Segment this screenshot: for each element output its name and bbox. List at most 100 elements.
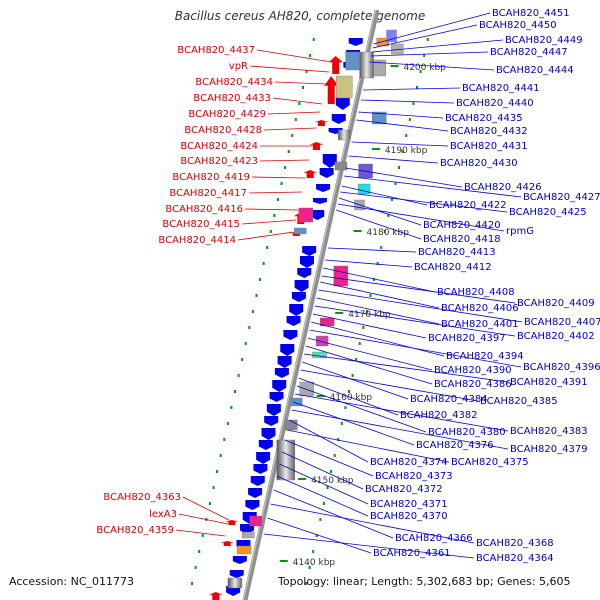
- track-dot-right: [415, 86, 418, 89]
- track-dot-left: [244, 342, 247, 345]
- forward-gene-arrow: [245, 500, 260, 510]
- gene-box: [345, 51, 360, 71]
- right-gene-label: BCAH820_4391: [510, 377, 588, 388]
- track-dot-left: [219, 454, 222, 457]
- gene-box: [371, 111, 387, 125]
- track-dot-left: [194, 566, 197, 569]
- right-gene-label: BCAH820_4444: [496, 65, 574, 76]
- right-label-connector: [321, 275, 516, 304]
- right-gene-label: BCAH820_4409: [517, 298, 595, 309]
- track-dot-left: [280, 182, 283, 185]
- left-label-connector: [274, 81, 327, 85]
- track-dot-left: [284, 166, 287, 169]
- right-label-connector: [284, 439, 374, 477]
- forward-gene-arrow: [348, 38, 363, 46]
- left-label-connector: [248, 191, 303, 194]
- right-label-connector: [276, 475, 369, 517]
- forward-gene-arrow: [297, 268, 312, 278]
- right-gene-label: BCAH820_4412: [414, 262, 492, 273]
- right-gene-label: BCAH820_4396: [523, 362, 600, 373]
- gene-box: [386, 29, 397, 43]
- left-label-connector: [259, 159, 310, 162]
- track-dot-left: [248, 326, 251, 329]
- left-label-connector: [175, 529, 226, 537]
- track-dot-left: [262, 262, 265, 265]
- right-label-connector: [369, 61, 495, 71]
- right-gene-label: BCAH820_4366: [395, 533, 473, 544]
- track-dot-right: [383, 230, 386, 233]
- track-dot-right: [312, 550, 315, 553]
- right-gene-label: BCAH820_4406: [441, 303, 519, 314]
- right-label-connector: [323, 267, 436, 293]
- forward-gene-arrow: [258, 440, 273, 450]
- track-dot-right: [390, 198, 393, 201]
- forward-gene-arrow: [264, 416, 279, 426]
- right-label-connector: [295, 393, 509, 432]
- map-title: Bacillus cereus AH820, complete genome: [174, 9, 426, 23]
- scale-tick-label: 4190 kbp: [385, 146, 428, 156]
- track-dot-left: [305, 70, 308, 73]
- track-dot-right: [387, 214, 390, 217]
- track-dot-left: [273, 214, 276, 217]
- forward-gene-arrow: [272, 380, 287, 392]
- gene-box: [299, 381, 314, 397]
- left-label-connector: [267, 111, 321, 115]
- right-gene-label: BCAH820_4371: [370, 499, 448, 510]
- track-dot-left: [226, 422, 229, 425]
- right-label-connector: [300, 369, 479, 402]
- right-gene-label: BCAH820_4379: [510, 444, 588, 455]
- right-label-connector: [336, 209, 422, 240]
- track-dot-left: [255, 294, 258, 297]
- forward-gene-arrow: [226, 586, 241, 596]
- forward-gene-arrow: [248, 488, 263, 498]
- right-gene-label: BCAH820_4383: [510, 426, 588, 437]
- left-label-connector: [251, 176, 306, 179]
- gene-box: [337, 129, 351, 141]
- gene-box: [276, 439, 296, 481]
- left-gene-label: BCAH820_4417: [169, 188, 247, 199]
- right-label-connector: [314, 305, 516, 337]
- gene-box: [236, 545, 252, 555]
- left-gene-label: BCAH820_4415: [162, 219, 240, 230]
- gene-box: [357, 183, 371, 195]
- right-gene-label: BCAH820_4447: [490, 47, 568, 58]
- gene-box: [249, 515, 263, 527]
- right-label-connector: [337, 203, 505, 232]
- right-label-connector: [291, 409, 509, 450]
- track-dot-left: [241, 358, 244, 361]
- right-label-connector: [351, 141, 449, 147]
- scale-tick-label: 4200 kbp: [403, 63, 446, 73]
- track-dot-right: [340, 422, 343, 425]
- right-label-connector: [348, 155, 439, 164]
- track-dot-right: [326, 486, 329, 489]
- forward-gene-arrow: [232, 556, 247, 564]
- gene-box: [227, 577, 243, 589]
- right-label-connector: [270, 503, 475, 544]
- forward-gene-arrow: [322, 154, 337, 168]
- right-label-connector: [293, 401, 415, 446]
- track-dot-right: [376, 262, 379, 265]
- track-dot-right: [305, 582, 308, 585]
- track-dot-right: [373, 278, 376, 281]
- track-dot-left: [294, 118, 297, 121]
- right-gene-label: BCAH820_4361: [373, 548, 451, 559]
- right-gene-label: BCAH820_4376: [416, 440, 494, 451]
- left-gene-label: BCAH820_4423: [180, 156, 258, 167]
- forward-gene-arrow: [319, 168, 334, 178]
- forward-gene-arrow: [253, 464, 268, 474]
- track-dot-right: [333, 454, 336, 457]
- right-label-connector: [289, 419, 369, 463]
- track-dot-left: [251, 310, 254, 313]
- right-gene-label: BCAH820_4401: [441, 319, 519, 330]
- right-label-connector: [373, 12, 491, 45]
- right-gene-label: BCAH820_4397: [428, 333, 506, 344]
- forward-gene-arrow: [269, 392, 284, 402]
- forward-gene-arrow: [299, 256, 314, 268]
- right-gene-label: BCAH820_4426: [464, 182, 542, 193]
- forward-gene-arrow: [240, 524, 255, 534]
- right-gene-label: BCAH820_4385: [480, 396, 558, 407]
- track-dot-left: [233, 390, 236, 393]
- scale-tick-label: 4180 kbp: [367, 228, 410, 238]
- right-gene-label: BCAH820_4368: [476, 538, 554, 549]
